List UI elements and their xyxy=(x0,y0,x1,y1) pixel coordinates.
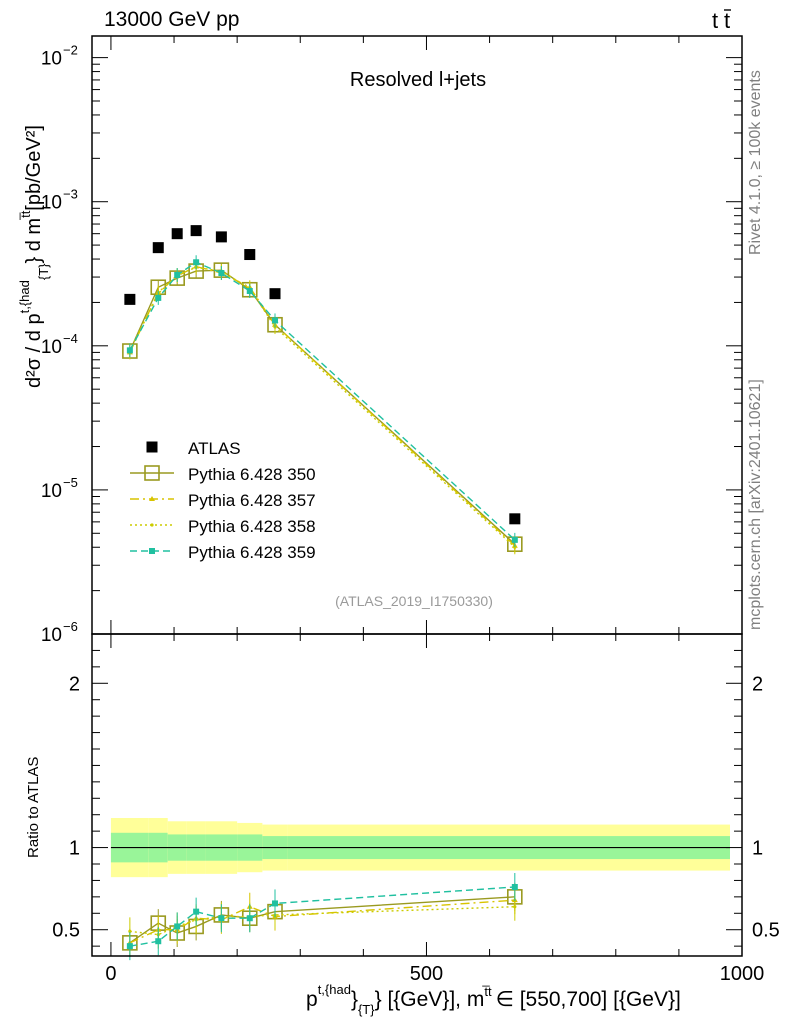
ratio-point xyxy=(272,900,279,907)
x-label-msup: t̅t xyxy=(482,984,492,999)
x-tick-label: 500 xyxy=(410,963,443,985)
ratio-tick-label-right: 2 xyxy=(752,673,763,695)
series-line-3 xyxy=(129,261,516,541)
mcplots-credit: mcplots.cern.ch [arXiv:2401.10621] xyxy=(747,379,764,630)
y-tick-label: 10 xyxy=(41,481,62,502)
legend-label: Pythia 6.428 359 xyxy=(188,543,316,562)
x-label-close: } xyxy=(351,988,358,1011)
series-point xyxy=(218,270,225,277)
y-tick-label: 10 xyxy=(41,625,62,646)
y-tick-exponent: −5 xyxy=(63,475,78,490)
ratio-tick-label-right: 1 xyxy=(752,838,763,860)
legend-label: Pythia 6.428 358 xyxy=(188,517,316,536)
series-point xyxy=(513,545,517,549)
y-tick-label: 10 xyxy=(41,193,62,214)
legend-marker xyxy=(149,548,155,554)
series-point xyxy=(155,294,162,301)
header-tbar: t xyxy=(724,8,730,33)
series-line-0 xyxy=(129,269,516,545)
legend-atlas-marker xyxy=(146,441,158,453)
legend: ATLAS Pythia 6.428 350 Pythia 6.428 357 Pyt… xyxy=(130,439,316,562)
atlas-point xyxy=(190,225,202,237)
analysis-id: (ATLAS_2019_I1750330) xyxy=(335,593,493,609)
y-label-sub: {T} xyxy=(36,263,51,280)
mc-series-group xyxy=(122,225,523,555)
y-tick-label: 10 xyxy=(41,337,62,358)
atlas-point xyxy=(509,513,521,525)
ratio-y-label: Ratio to ATLAS xyxy=(25,757,42,858)
ratio-point xyxy=(511,884,518,890)
series-point xyxy=(511,536,518,543)
series-point xyxy=(193,259,200,266)
header-process: t t xyxy=(712,8,731,33)
ratio-point xyxy=(174,923,181,930)
series-point xyxy=(272,317,279,324)
ratio-point xyxy=(193,908,200,915)
x-label-sup: t,{had xyxy=(318,982,351,997)
legend-atlas-label: ATLAS xyxy=(188,439,241,458)
series-point xyxy=(126,347,133,354)
ratio-band xyxy=(110,818,730,878)
ratio-point xyxy=(155,938,162,945)
ratio-tick-label-left: 1 xyxy=(69,838,80,860)
series-point xyxy=(174,272,181,279)
atlas-point xyxy=(269,288,281,300)
y-label-msup: t̅t xyxy=(18,210,33,220)
ratio-panel-frame xyxy=(91,633,743,957)
x-axis-label: pt,{had}{T}} [{GeV}], mt̅t ∈ [550,700] [{… xyxy=(306,982,681,1017)
y-label-part2: } d m xyxy=(23,218,45,264)
y-tick-exponent: −6 xyxy=(63,619,78,634)
y-tick-exponent: −4 xyxy=(63,331,78,346)
plot-title: Resolved l+jets xyxy=(350,69,486,91)
y-axis-label: d²σ / d pt,{had {T}} d mt̅t[pb/GeV²] xyxy=(17,125,51,388)
ratio-series-group xyxy=(122,873,523,961)
legend-label: Pythia 6.428 357 xyxy=(188,491,316,510)
ratio-line-1 xyxy=(129,899,515,944)
ratio-tick-label-left: 2 xyxy=(69,673,80,695)
rivet-version: Rivet 4.1.0, ≥ 100k events xyxy=(747,70,764,255)
series-line-1 xyxy=(129,265,516,547)
y-label-part1: d²σ / d p xyxy=(23,313,45,388)
series-point xyxy=(246,288,253,295)
y-label-units: [pb/GeV²] xyxy=(23,125,45,211)
atlas-point xyxy=(152,242,164,254)
x-tick-label: 0 xyxy=(105,963,116,985)
ratio-line-2 xyxy=(129,906,515,936)
atlas-point xyxy=(171,228,183,240)
legend-marker xyxy=(149,496,155,501)
ratio-point xyxy=(126,943,133,950)
legend-marker xyxy=(150,523,154,527)
x-label-p: p xyxy=(306,988,318,1011)
x-label-rest: } [{GeV}], m xyxy=(375,988,485,1011)
ratio-tick-label-right: 0.5 xyxy=(752,920,780,942)
ratio-point xyxy=(246,915,253,922)
header-t: t xyxy=(712,8,718,33)
legend-label: Pythia 6.428 350 xyxy=(188,465,316,484)
y-label-text: d²σ / d pt,{had {T}} d mt̅t[pb/GeV²] xyxy=(17,125,51,388)
x-label-range: ∈ [550,700] [{GeV}] xyxy=(496,988,681,1011)
ratio-line-3 xyxy=(129,886,515,947)
y-label-sup: t,{had xyxy=(17,280,32,313)
header-energy: 13000 GeV pp xyxy=(104,8,239,31)
ratio-line-0 xyxy=(129,896,515,944)
y-tick-label: 10 xyxy=(41,49,62,70)
legend-marker xyxy=(144,465,160,481)
atlas-point xyxy=(244,249,256,261)
x-tick-label: 1000 xyxy=(720,963,765,985)
atlas-point xyxy=(124,293,136,305)
y-tick-exponent: −2 xyxy=(63,43,78,58)
y-tick-exponent: −3 xyxy=(63,187,78,202)
ratio-point xyxy=(218,915,225,922)
atlas-point xyxy=(215,231,227,243)
x-label-sub: {T} xyxy=(358,1002,375,1017)
ratio-tick-label-left: 0.5 xyxy=(52,920,80,942)
ratio-point xyxy=(513,905,517,909)
ratio-point xyxy=(128,929,132,933)
